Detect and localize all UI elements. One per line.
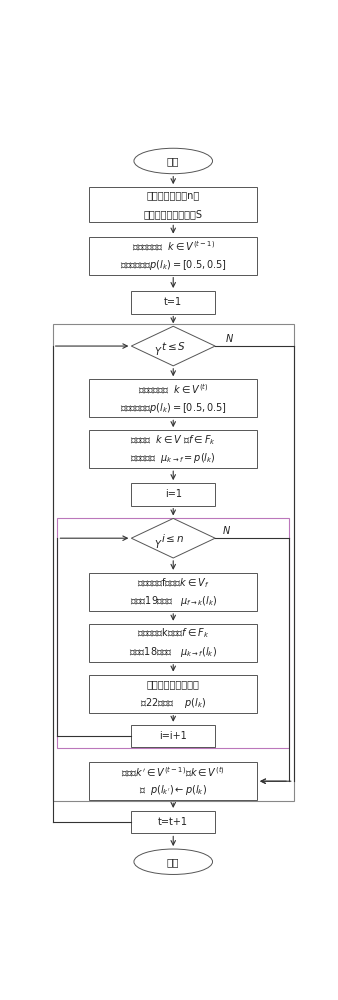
Ellipse shape <box>134 148 213 174</box>
Text: 设定迭代次数为n；: 设定迭代次数为n； <box>147 191 200 201</box>
Text: 初始化消息  $\mu_{k\to f}=p(l_k)$: 初始化消息 $\mu_{k\to f}=p(l_k)$ <box>130 451 216 465</box>
Text: Y: Y <box>154 347 161 357</box>
Bar <box>57 518 289 748</box>
Bar <box>89 430 257 468</box>
Text: 一个时间帧内时隙数S: 一个时间帧内时隙数S <box>144 209 203 219</box>
Text: 根据（18）计算   $\mu_{k\to f}(l_k)$: 根据（18）计算 $\mu_{k\to f}(l_k)$ <box>129 645 217 659</box>
Ellipse shape <box>134 849 213 874</box>
Text: 对所有的  $k\in V$ ，$f\in F_k$: 对所有的 $k\in V$ ，$f\in F_k$ <box>130 433 216 447</box>
Bar <box>131 725 215 747</box>
Bar <box>131 483 215 506</box>
Bar <box>89 675 257 713</box>
Text: N: N <box>226 334 233 344</box>
Text: 令  $p(l_{k'})\leftarrow p(l_k)$: 令 $p(l_{k'})\leftarrow p(l_k)$ <box>139 783 207 797</box>
Text: $t\leq S$: $t\leq S$ <box>161 340 186 352</box>
Text: 开始: 开始 <box>167 156 179 166</box>
Text: i=1: i=1 <box>165 489 182 499</box>
Text: 初始化置信度$p(l_k)=[0.5,0.5]$: 初始化置信度$p(l_k)=[0.5,0.5]$ <box>120 401 227 415</box>
Bar <box>131 811 215 833</box>
Text: 对所有节点使用公式: 对所有节点使用公式 <box>147 679 200 689</box>
Bar <box>89 379 257 417</box>
Bar <box>89 187 257 222</box>
Text: Y: Y <box>154 540 161 550</box>
Bar <box>89 624 257 662</box>
Text: t=1: t=1 <box>164 297 182 307</box>
Text: N: N <box>223 526 230 536</box>
Bar <box>89 762 257 800</box>
Text: 初始化置信度$p(l_k)=[0.5,0.5]$: 初始化置信度$p(l_k)=[0.5,0.5]$ <box>120 258 227 272</box>
Text: $i\leq n$: $i\leq n$ <box>162 532 185 544</box>
Text: 对于所有节点  $k\in V^{(t)}$: 对于所有节点 $k\in V^{(t)}$ <box>138 382 209 396</box>
Bar <box>89 237 257 275</box>
Bar <box>89 573 257 611</box>
Text: 结束: 结束 <box>167 857 179 867</box>
Text: 对所有因子f，节点$k\in V_f$: 对所有因子f，节点$k\in V_f$ <box>137 576 210 590</box>
Polygon shape <box>131 518 215 558</box>
Text: 对于所有节点  $k\in V^{(t-1)}$: 对于所有节点 $k\in V^{(t-1)}$ <box>132 240 215 253</box>
Bar <box>131 291 215 314</box>
Text: 根据（19）计算   $\mu_{f\to k}(l_k)$: 根据（19）计算 $\mu_{f\to k}(l_k)$ <box>129 594 217 608</box>
Bar <box>53 324 294 801</box>
Text: t=t+1: t=t+1 <box>158 817 188 827</box>
Text: i=i+1: i=i+1 <box>159 731 187 741</box>
Text: 对所有$k'\in V^{(t-1)}$，$k\in V^{(t)}$: 对所有$k'\in V^{(t-1)}$，$k\in V^{(t)}$ <box>121 765 225 779</box>
Polygon shape <box>131 326 215 366</box>
Text: （22）更新    $p(l_k)$: （22）更新 $p(l_k)$ <box>140 696 207 710</box>
Text: 对所有节点k，因子$f\in F_k$: 对所有节点k，因子$f\in F_k$ <box>137 627 209 640</box>
